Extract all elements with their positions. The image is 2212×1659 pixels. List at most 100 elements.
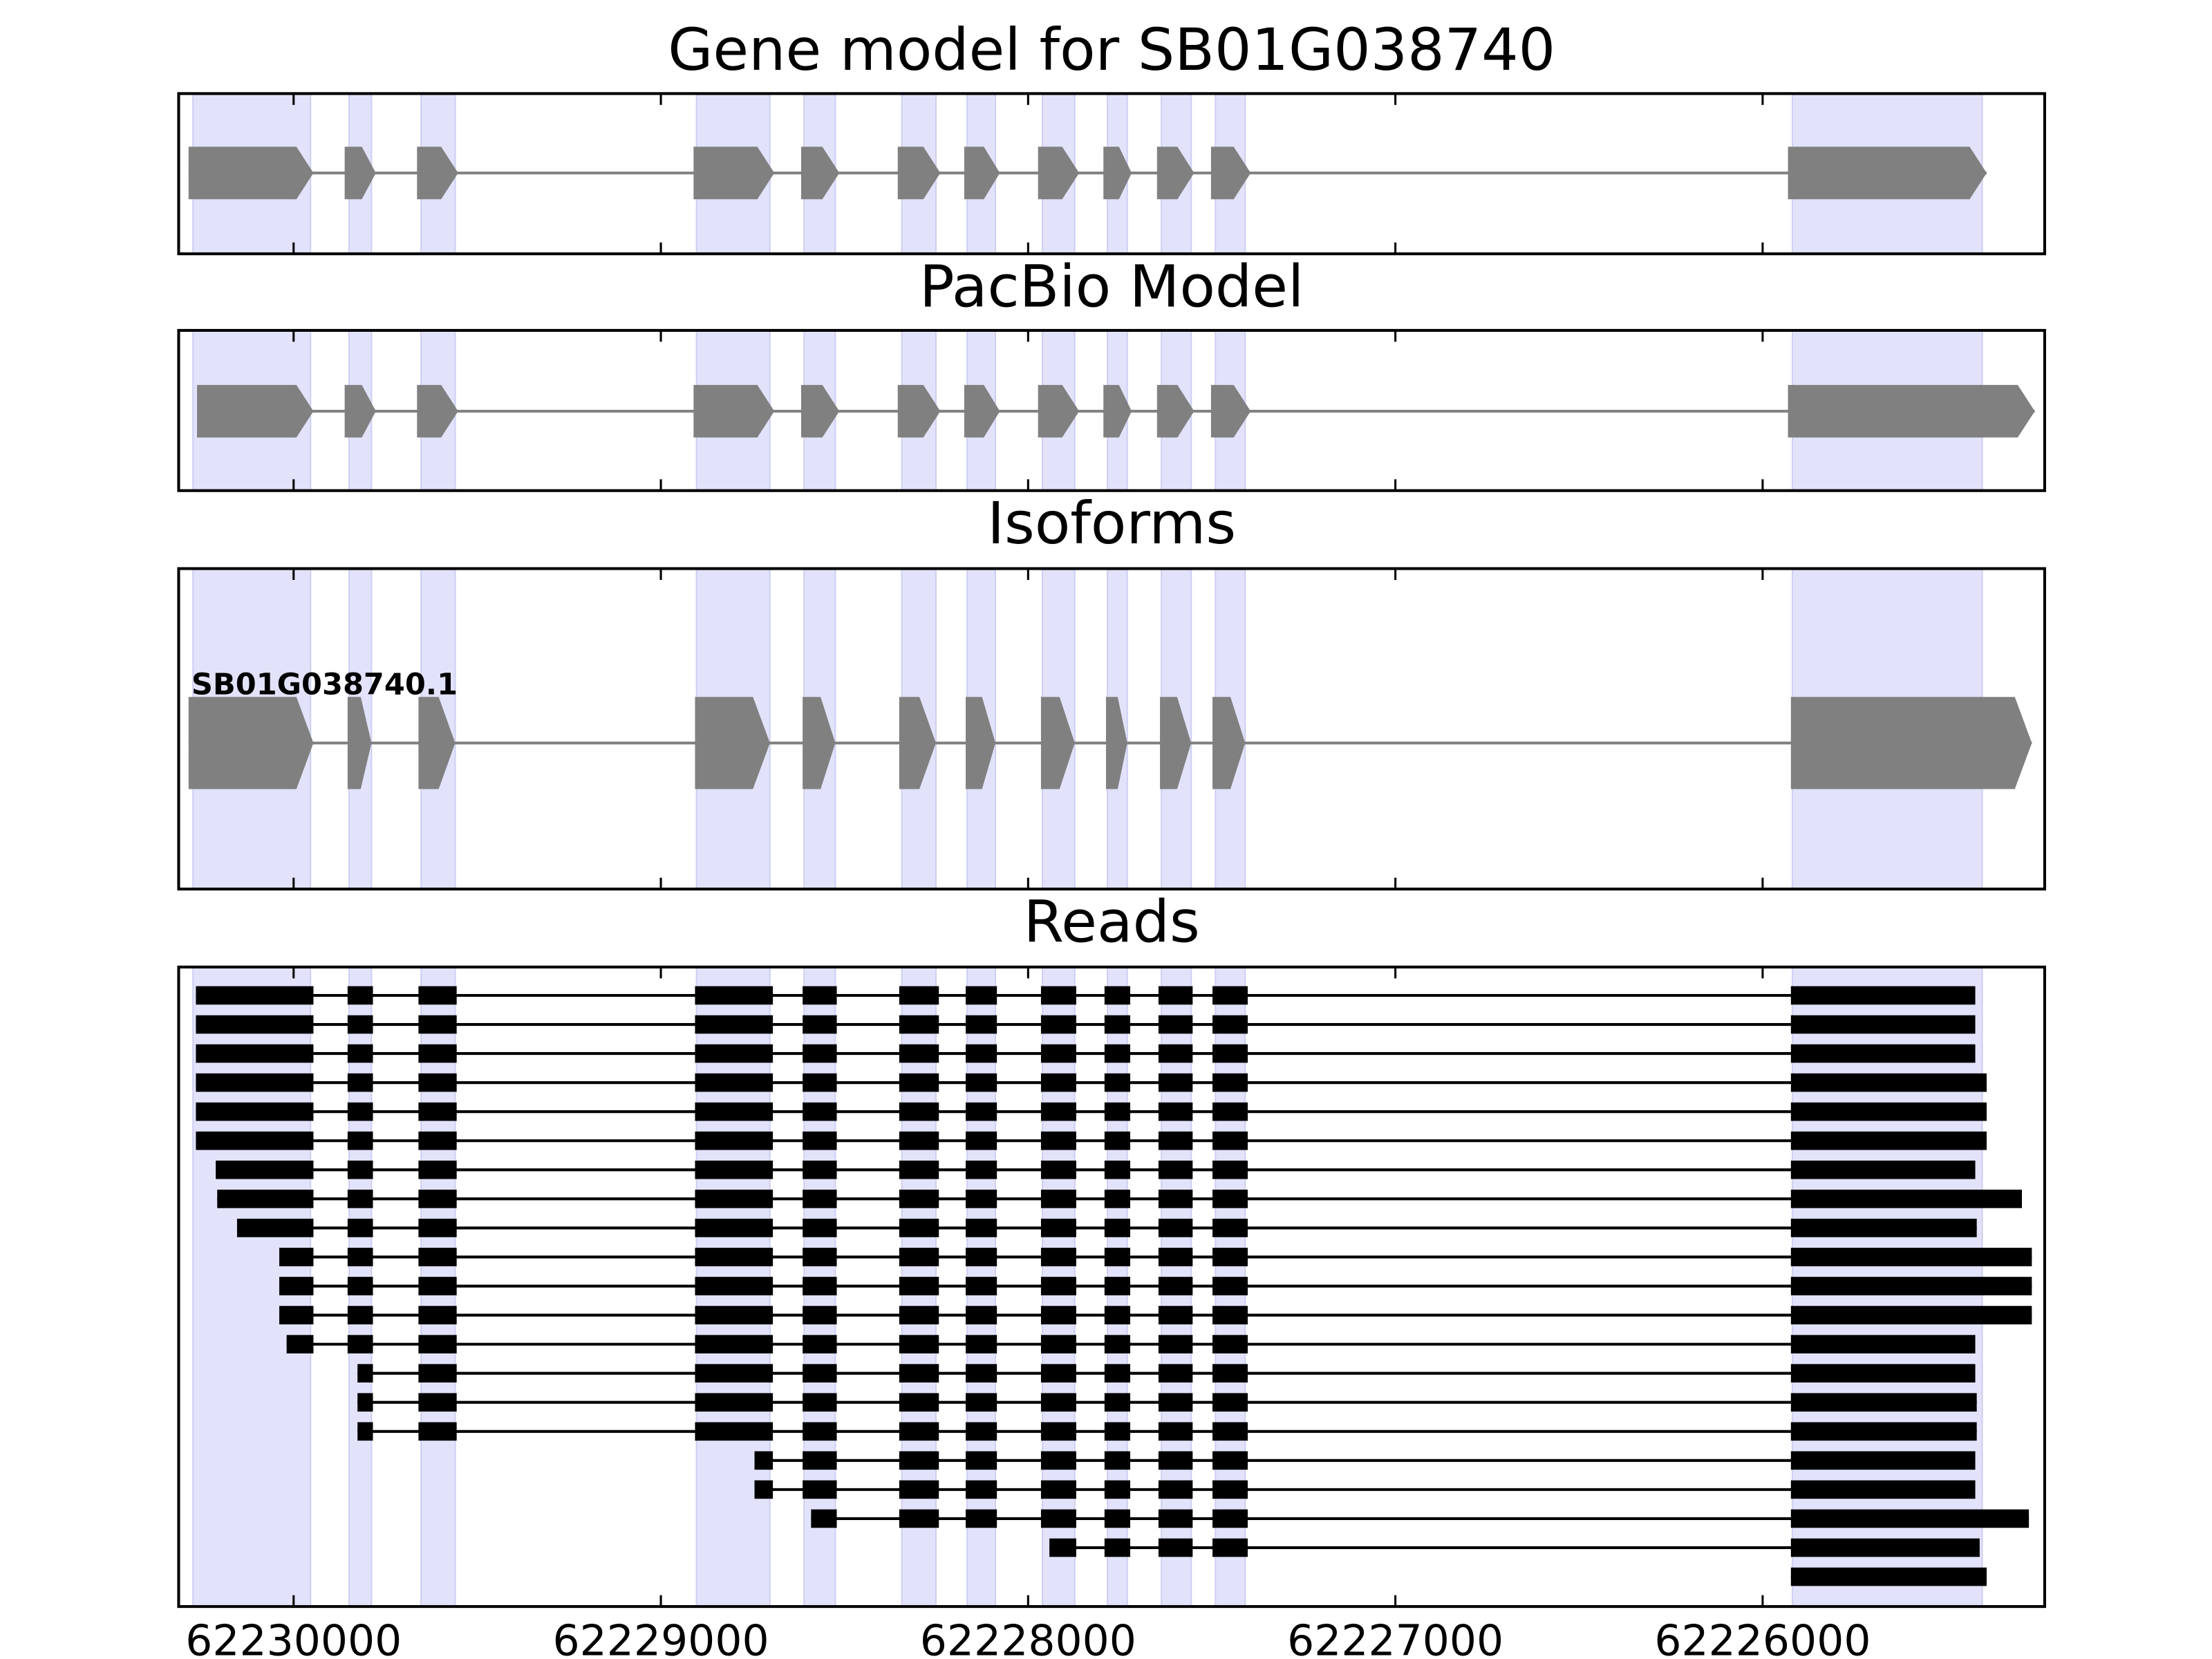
read-block	[1212, 1422, 1248, 1441]
read-block	[803, 986, 837, 1005]
read-block	[899, 1364, 939, 1382]
read-block	[803, 1219, 837, 1237]
exon	[693, 147, 775, 200]
read-block	[1158, 1015, 1193, 1034]
read-block	[217, 1190, 314, 1208]
read-block	[1212, 1451, 1248, 1470]
read-block	[966, 1131, 997, 1150]
read-block	[1040, 1277, 1076, 1295]
exon	[417, 384, 458, 438]
read-block	[1104, 1422, 1131, 1441]
exon	[344, 384, 376, 438]
read-block	[1790, 1480, 1976, 1499]
read-block	[1790, 1393, 1977, 1412]
read-block	[1104, 1451, 1131, 1470]
exon	[899, 697, 936, 789]
exon	[1103, 384, 1132, 438]
read-block	[1104, 1509, 1131, 1528]
read-block	[347, 1160, 373, 1179]
read-block	[1212, 1335, 1248, 1353]
read-block	[1212, 1219, 1248, 1237]
read-block	[899, 1044, 939, 1063]
exon	[897, 147, 941, 200]
read-block	[1104, 1219, 1131, 1237]
read-block	[966, 1509, 997, 1528]
read-block	[803, 1335, 837, 1353]
read-block	[695, 1190, 774, 1208]
read-block	[1040, 1102, 1076, 1121]
read-block	[966, 1277, 997, 1295]
read-block	[966, 986, 997, 1005]
exon	[1105, 697, 1127, 789]
read-block	[899, 1277, 939, 1295]
read-block	[418, 986, 457, 1005]
read-block	[1158, 1073, 1193, 1092]
read-block	[1040, 1335, 1076, 1353]
read-block	[966, 1480, 997, 1499]
read-block	[1104, 1335, 1131, 1353]
read-block	[1040, 1248, 1076, 1266]
read-block	[196, 986, 314, 1005]
exon	[197, 384, 314, 438]
read-block	[418, 1015, 457, 1034]
read-block	[1158, 1451, 1193, 1470]
read-block	[1212, 1190, 1248, 1208]
read-block	[418, 1073, 457, 1092]
exon	[695, 697, 770, 789]
read-block	[695, 1073, 774, 1092]
read-block	[1212, 1015, 1248, 1034]
read-block	[418, 1364, 457, 1382]
exon	[693, 384, 775, 438]
read-block	[1212, 1538, 1248, 1557]
panel-frame	[177, 328, 2046, 492]
read-block	[279, 1306, 314, 1324]
read-block	[803, 1190, 837, 1208]
read-block	[1212, 986, 1248, 1005]
read-block	[1040, 1451, 1076, 1470]
read-block	[357, 1422, 373, 1441]
read-block	[1040, 1509, 1076, 1528]
read-block	[347, 1044, 373, 1063]
read-block	[1040, 1190, 1076, 1208]
exon	[1790, 697, 2032, 789]
read-block	[1790, 1131, 1987, 1150]
exon	[1156, 147, 1194, 200]
panel-title: Gene model for SB01G038740	[668, 16, 1555, 84]
read-block	[1158, 1364, 1193, 1382]
read-block	[1104, 1538, 1131, 1557]
read-block	[966, 1422, 997, 1441]
read-block	[418, 1335, 457, 1353]
read-block	[418, 1160, 457, 1179]
read-block	[1790, 1073, 1987, 1092]
read-block	[966, 1219, 997, 1237]
read-block	[1212, 1393, 1248, 1412]
read-block	[347, 1277, 373, 1295]
read-block	[803, 1451, 837, 1470]
read-block	[803, 1160, 837, 1179]
read-block	[1790, 1451, 1976, 1470]
read-block	[216, 1160, 314, 1179]
read-block	[1040, 986, 1076, 1005]
read-block	[418, 1102, 457, 1121]
read-block	[899, 1509, 939, 1528]
x-tick-label: 62227000	[1287, 1616, 1503, 1659]
read-block	[196, 1131, 314, 1150]
read-block	[418, 1131, 457, 1150]
read-block	[1104, 1393, 1131, 1412]
x-tick-label: 62228000	[920, 1616, 1136, 1659]
read-block	[803, 1364, 837, 1382]
read-block	[1104, 1102, 1131, 1121]
read-block	[1790, 1567, 1987, 1586]
read-block	[1212, 1131, 1248, 1150]
read-block	[1104, 1190, 1131, 1208]
read-block	[899, 1073, 939, 1092]
read-block	[1049, 1538, 1076, 1557]
read-block	[1158, 1044, 1193, 1063]
read-block	[279, 1248, 314, 1266]
read-block	[1158, 1277, 1193, 1295]
read-block	[899, 1219, 939, 1237]
read-block	[966, 1190, 997, 1208]
read-block	[695, 1393, 774, 1412]
